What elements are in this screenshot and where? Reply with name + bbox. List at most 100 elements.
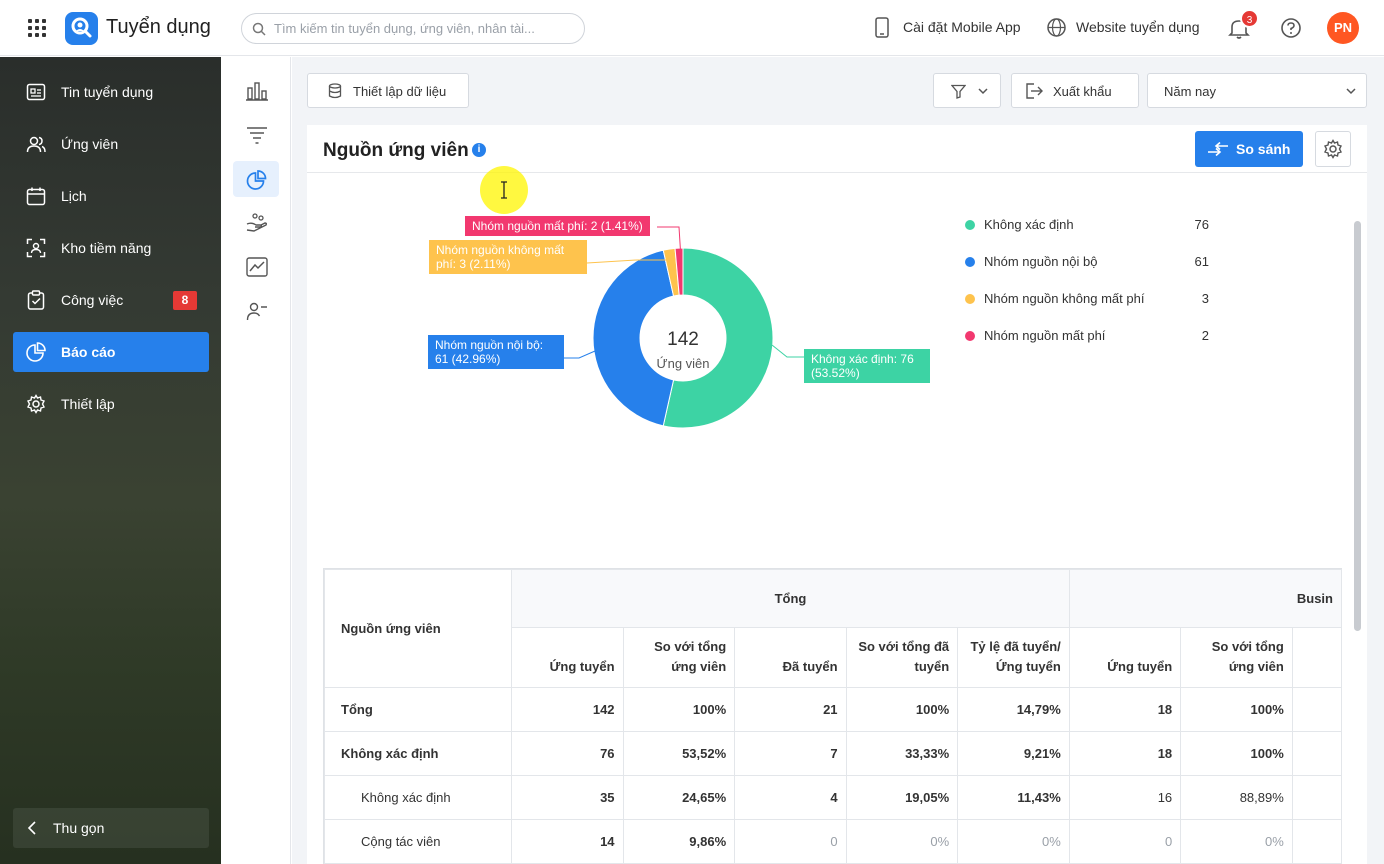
slice-label-internal: Nhóm nguồn nội bộ: 61 (42.96%) [428, 335, 564, 369]
sidebar-item-settings[interactable]: Thiết lập [13, 384, 209, 424]
search-box[interactable] [241, 13, 585, 44]
group-header-business: Busin [1068, 569, 1342, 628]
table-row[interactable]: Không xác định 35 24,65% 4 19,05% 11,43%… [324, 775, 1342, 820]
trend-report-tab[interactable] [233, 249, 279, 285]
database-icon [328, 83, 342, 99]
app-title[interactable]: Tuyển dụng [106, 16, 211, 38]
sidebar-item-tasks[interactable]: Công việc 8 [13, 280, 209, 320]
leader-line-unknown [771, 344, 804, 358]
website-link[interactable]: Website tuyển dụng [1076, 19, 1200, 35]
table-row[interactable]: Cộng tác viên 14 9,86% 0 0% 0% 0 0% [324, 819, 1342, 864]
sidebar-item-candidates[interactable]: Ứng viên [13, 124, 209, 164]
legend-value: 2 [1201, 328, 1209, 343]
table-cell: 76 [511, 731, 624, 776]
column-header: Đã tuyển [734, 627, 847, 688]
gear-icon [27, 394, 45, 414]
row-name: Cộng tác viên [324, 819, 513, 864]
pie-report-tab[interactable] [233, 161, 279, 197]
globe-icon[interactable] [1046, 17, 1067, 38]
table-cell: 0 [734, 819, 847, 864]
donut-center-label: Ứng viên [656, 356, 709, 371]
leader-line-paid [657, 226, 682, 260]
table-cell-overflow [1291, 819, 1342, 864]
table-cell: 9,86% [622, 819, 736, 864]
data-setup-button[interactable]: Thiết lập dữ liệu [307, 73, 469, 108]
table-cell: 100% [845, 687, 959, 732]
table-cell: 100% [1180, 687, 1293, 732]
table-cell-overflow [1291, 731, 1342, 776]
legend-value: 3 [1201, 291, 1209, 306]
task-count-badge: 8 [173, 291, 197, 310]
bar-chart-report-tab[interactable] [233, 73, 279, 109]
task-icon [27, 290, 45, 310]
donut-slice-unknown[interactable] [662, 247, 774, 429]
table-cell: 14 [511, 819, 624, 864]
table-cell: 21 [734, 687, 847, 732]
legend-item-paid[interactable]: Nhóm nguồn mất phí 2 [965, 327, 1209, 345]
export-icon [1026, 83, 1043, 99]
row-name: Không xác định [324, 731, 513, 776]
sidebar-item-label: Thiết lập [61, 396, 115, 412]
bar-chart-icon [246, 82, 268, 101]
sidebar-item-label: Ứng viên [61, 136, 119, 152]
user-minus-report-tab[interactable] [233, 293, 279, 329]
legend-value: 61 [1194, 254, 1209, 269]
data-setup-label: Thiết lập dữ liệu [353, 84, 447, 99]
chevron-down-icon [1346, 88, 1356, 95]
table-cell: 142 [511, 687, 624, 732]
group-header-total: Tổng [511, 569, 1070, 628]
app-logo-icon[interactable] [65, 12, 98, 45]
info-icon[interactable]: i [472, 143, 486, 157]
filter-button[interactable] [933, 73, 1001, 108]
table-cell: 53,52% [622, 731, 736, 776]
sidebar: Tin tuyển dụng Ứng viên Lịch Kho tiềm nă… [0, 57, 221, 864]
gear-icon [1324, 139, 1342, 159]
source-report-tab[interactable] [233, 205, 279, 241]
collapse-label: Thu gọn [53, 820, 105, 836]
table-cell: 0% [845, 819, 959, 864]
legend-swatch [965, 220, 975, 230]
scrollbar[interactable] [1354, 221, 1361, 631]
table-row[interactable]: Tổng 142 100% 21 100% 14,79% 18 100% [324, 687, 1342, 732]
funnel-report-tab[interactable] [233, 117, 279, 153]
search-input[interactable] [274, 14, 574, 43]
sidebar-item-reports[interactable]: Báo cáo [13, 332, 209, 372]
column-header: So với tổng ứng viên [1180, 627, 1293, 688]
legend-label: Nhóm nguồn không mất phí [984, 291, 1145, 306]
donut-slice-internal[interactable] [592, 249, 675, 427]
table-cell: 33,33% [845, 731, 959, 776]
text-cursor-icon [501, 181, 507, 199]
export-button[interactable]: Xuất khẩu [1011, 73, 1139, 108]
app-grid-icon[interactable] [28, 19, 46, 37]
mobile-icon[interactable] [875, 17, 889, 38]
legend-swatch [965, 331, 975, 341]
help-icon[interactable] [1280, 17, 1302, 39]
pie-chart-icon [26, 342, 46, 362]
donut-slice-paid[interactable] [674, 247, 684, 296]
sidebar-item-job-posts[interactable]: Tin tuyển dụng [13, 72, 209, 112]
legend-item-internal[interactable]: Nhóm nguồn nội bộ 61 [965, 253, 1209, 271]
table-row[interactable]: Không xác định 76 53,52% 7 33,33% 9,21% … [324, 731, 1342, 776]
slice-label-unknown: Không xác định: 76 (53.52%) [804, 349, 930, 383]
column-header: Tỷ lệ đã tuyển/ Ứng tuyển [957, 627, 1070, 688]
table-cell: 0% [957, 819, 1070, 864]
report-header: Nguồn ứng viên i So sánh [307, 125, 1367, 173]
donut-chart: 142 Ứng viên [564, 226, 804, 429]
avatar[interactable]: PN [1327, 12, 1359, 44]
sidebar-item-talent-pool[interactable]: Kho tiềm năng [13, 228, 209, 268]
sidebar-item-calendar[interactable]: Lịch [13, 176, 209, 216]
table-cell: 7 [734, 731, 847, 776]
compare-button[interactable]: So sánh [1195, 131, 1303, 167]
report-card: Nguồn ứng viên i So sánh 142 Ứng viên Nh… [307, 125, 1367, 864]
legend-item-unknown[interactable]: Không xác định 76 [965, 216, 1209, 234]
table-cell: 16 [1068, 775, 1182, 820]
mobile-app-link[interactable]: Cài đặt Mobile App [903, 19, 1021, 35]
sidebar-item-label: Tin tuyển dụng [61, 84, 154, 100]
legend-item-free[interactable]: Nhóm nguồn không mất phí 3 [965, 290, 1209, 308]
collapse-sidebar-button[interactable]: Thu gọn [13, 808, 209, 848]
period-select[interactable]: Năm nay [1147, 73, 1367, 108]
user-minus-icon [246, 302, 267, 321]
table-cell: 4 [734, 775, 847, 820]
hand-coins-icon [246, 213, 268, 232]
chart-settings-button[interactable] [1315, 131, 1351, 167]
